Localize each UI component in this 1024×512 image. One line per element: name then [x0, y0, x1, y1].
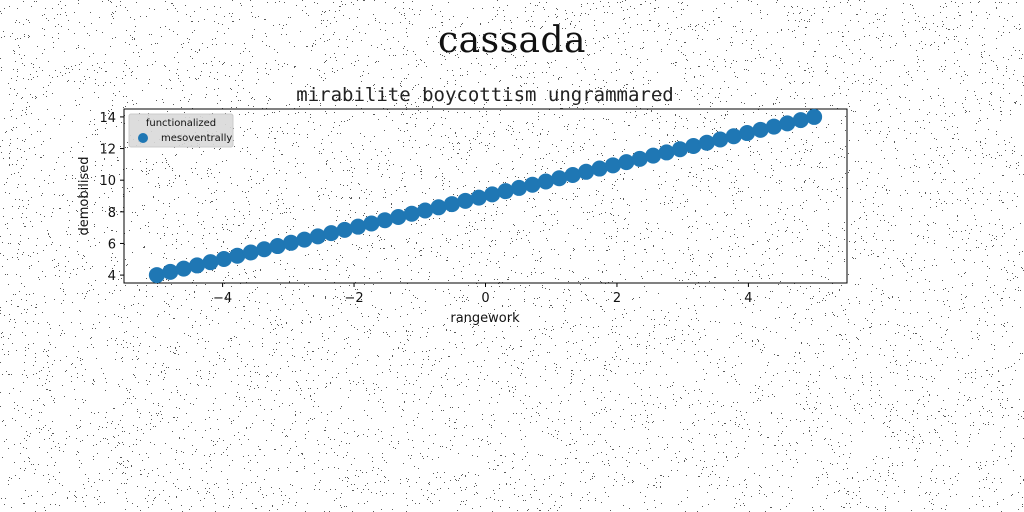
- y-axis: 4 6 8 10 12 14: [99, 111, 124, 284]
- x-tick-label: −2: [344, 291, 363, 306]
- y-tick-label: 12: [99, 143, 116, 158]
- data-point: [484, 186, 501, 203]
- data-point: [403, 205, 420, 222]
- data-point: [376, 212, 393, 229]
- y-axis-label: demobilised: [77, 157, 92, 236]
- data-point: [578, 163, 595, 180]
- data-point: [779, 115, 796, 132]
- legend: functionalized mesoventrally: [128, 113, 234, 148]
- data-point: [269, 238, 286, 255]
- data-point: [309, 228, 326, 245]
- data-point: [256, 241, 273, 258]
- y-tick-label: 6: [108, 237, 116, 252]
- data-point: [390, 208, 407, 225]
- data-point: [336, 221, 353, 238]
- legend-marker: [138, 133, 148, 143]
- data-point: [591, 160, 608, 177]
- data-point: [443, 196, 460, 213]
- y-tick-label: 4: [108, 269, 116, 284]
- data-point: [283, 234, 300, 251]
- data-point: [658, 144, 675, 161]
- data-point: [645, 147, 662, 164]
- data-point: [806, 108, 823, 125]
- x-axis: −4 −2 0 2 4: [213, 283, 753, 306]
- data-point: [215, 250, 232, 267]
- data-point: [725, 128, 742, 145]
- data-point: [671, 141, 688, 158]
- y-tick-label: 10: [99, 174, 116, 189]
- data-point: [457, 192, 474, 209]
- y-tick-label: 14: [99, 111, 116, 126]
- data-point: [148, 267, 165, 284]
- data-point: [430, 199, 447, 216]
- data-point: [712, 131, 729, 148]
- data-point: [524, 176, 541, 193]
- data-point: [698, 134, 715, 151]
- x-tick-label: 2: [613, 291, 621, 306]
- data-point: [202, 254, 219, 271]
- data-point: [792, 112, 809, 129]
- data-point: [564, 167, 581, 184]
- data-point: [417, 202, 434, 219]
- data-point: [229, 247, 246, 264]
- data-point: [189, 257, 206, 274]
- data-point: [618, 154, 635, 171]
- data-point: [497, 183, 514, 200]
- data-point: [604, 157, 621, 174]
- data-point: [739, 125, 756, 142]
- x-axis-label: rangework: [450, 311, 520, 326]
- data-point: [551, 170, 568, 187]
- data-point: [242, 244, 259, 261]
- x-tick-label: 4: [744, 291, 752, 306]
- data-point: [175, 260, 192, 277]
- data-point: [323, 225, 340, 242]
- figure-suptitle: cassada: [437, 20, 587, 61]
- x-tick-label: 0: [481, 291, 489, 306]
- data-point: [631, 150, 648, 167]
- legend-box: [128, 113, 234, 148]
- data-point: [470, 189, 487, 206]
- series-mesoventrally: [148, 108, 823, 284]
- data-point: [765, 118, 782, 135]
- legend-label-mesoventrally: mesoventrally: [161, 133, 232, 144]
- data-point: [685, 137, 702, 154]
- data-point: [350, 218, 367, 235]
- data-point: [752, 121, 769, 138]
- x-tick-label: −4: [213, 291, 232, 306]
- y-tick-label: 8: [108, 206, 116, 221]
- data-point: [162, 263, 179, 280]
- data-point: [537, 173, 554, 190]
- axes-title: mirabilite boycottism ungrammared: [296, 84, 674, 106]
- legend-title: functionalized: [146, 118, 216, 129]
- data-point: [363, 215, 380, 232]
- data-point: [511, 179, 528, 196]
- data-point: [296, 231, 313, 248]
